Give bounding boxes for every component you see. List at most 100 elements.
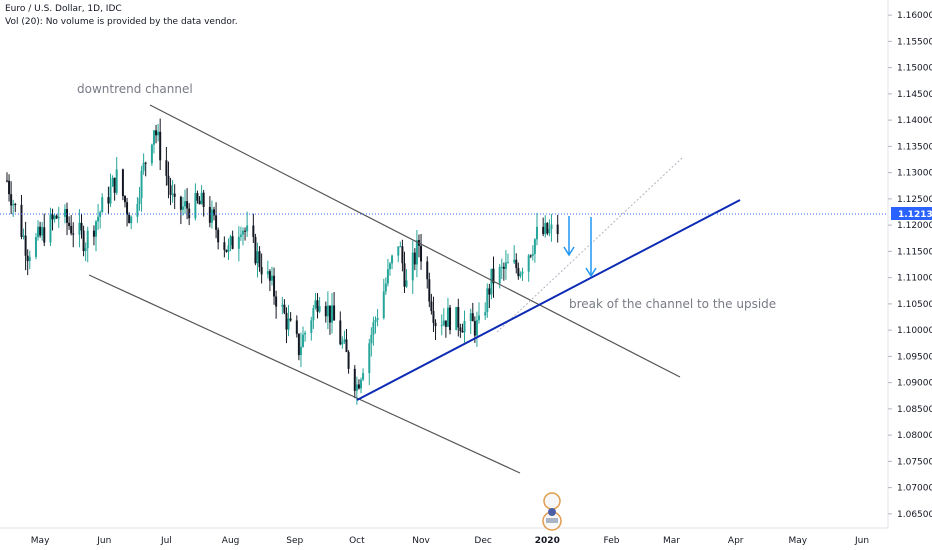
- candle-body: [26, 255, 29, 262]
- time-tick-label: Jun: [96, 536, 111, 546]
- candle-body: [169, 185, 172, 195]
- candle-body: [256, 251, 259, 264]
- candle-body: [5, 180, 8, 182]
- candle-body: [471, 313, 474, 322]
- candle-body: [285, 312, 288, 330]
- candle-body: [542, 226, 545, 235]
- candle-body: [22, 235, 25, 237]
- price-tick-label: 1.15000: [897, 64, 932, 74]
- candle-body: [556, 224, 559, 235]
- candle-body: [486, 288, 489, 313]
- candle-body: [184, 201, 187, 207]
- candle-body: [227, 245, 230, 252]
- candle-body: [210, 209, 213, 223]
- candle-body: [14, 204, 17, 206]
- candle-body: [548, 228, 551, 234]
- candle-body: [492, 268, 495, 284]
- time-tick-label: Aug: [222, 536, 240, 546]
- candle-body: [376, 318, 379, 320]
- candle-body: [502, 266, 505, 269]
- candle-body: [123, 196, 126, 203]
- candle-body: [202, 192, 205, 207]
- candle-body: [128, 214, 131, 224]
- candle-body: [39, 226, 42, 236]
- annotation-downtrend-channel[interactable]: downtrend channel: [77, 82, 193, 96]
- time-tick-label: Mar: [663, 536, 680, 546]
- candle-body: [475, 320, 478, 336]
- candle-body: [138, 198, 141, 205]
- price-tick-label: 1.13000: [897, 169, 932, 179]
- candle-body: [504, 262, 507, 269]
- candle-body: [150, 144, 153, 164]
- candle-body: [391, 255, 394, 264]
- candle-body: [420, 245, 423, 262]
- candle-body: [339, 320, 342, 345]
- price-tick-label: 1.09000: [897, 379, 932, 389]
- price-scale[interactable]: 1.16000 1.15500 1.15000 1.14500 1.14000 1.135…: [888, 11, 932, 520]
- candle-body: [229, 236, 232, 246]
- candle-body: [109, 186, 112, 204]
- candle-body: [95, 221, 98, 237]
- candle-body: [57, 216, 60, 219]
- candle-body: [37, 226, 40, 238]
- annotation-channel-break[interactable]: break of the channel to the upside: [569, 297, 776, 311]
- channel-upper-line[interactable]: [149, 104, 681, 378]
- price-tick-label: 1.08500: [897, 405, 932, 415]
- candle-body: [324, 306, 327, 317]
- candle-body: [529, 255, 532, 257]
- candle-body: [440, 324, 443, 327]
- price-tick-label: 1.11000: [897, 274, 932, 284]
- candle-body: [459, 327, 462, 331]
- candle-body: [225, 249, 228, 252]
- earnings-events-icon[interactable]: [542, 492, 562, 531]
- candle-body: [316, 300, 319, 312]
- candle-body: [428, 279, 431, 302]
- candle-body: [86, 230, 89, 249]
- candle-body: [397, 246, 400, 256]
- candle-body: [413, 252, 416, 265]
- candle-body: [442, 320, 445, 325]
- down-arrow-2[interactable]: [585, 217, 597, 278]
- candle-body: [384, 283, 387, 292]
- candle-body: [331, 305, 334, 323]
- down-arrow-1[interactable]: [563, 216, 575, 257]
- candle-body: [140, 170, 143, 199]
- candle-body: [314, 300, 317, 309]
- candle-body: [28, 256, 31, 262]
- candle-body: [101, 197, 104, 213]
- candle-body: [196, 193, 199, 201]
- candle-body: [8, 180, 11, 195]
- candle-body: [208, 206, 211, 223]
- candle-body: [237, 236, 240, 249]
- time-scale[interactable]: May Jun Jul Aug Sep Oct Nov Dec 2020 Feb Mar Apr May…: [31, 536, 869, 546]
- candle-body: [165, 160, 168, 176]
- candle-body: [444, 320, 447, 327]
- candle-body: [200, 192, 203, 205]
- candle-body: [432, 311, 435, 323]
- candle-body: [544, 223, 547, 235]
- price-tick-label: 1.16000: [897, 11, 932, 21]
- candle-body: [223, 242, 226, 250]
- candle-body: [289, 318, 292, 321]
- candle-body: [159, 131, 162, 161]
- candle-body: [97, 216, 100, 222]
- candle-body: [372, 322, 375, 335]
- candle-body: [51, 214, 54, 220]
- channel-lower-line[interactable]: [88, 274, 521, 474]
- candle-body: [533, 239, 536, 254]
- blue-support-trendline[interactable]: [356, 199, 741, 401]
- candle-body: [80, 222, 83, 231]
- candle-body: [171, 193, 174, 195]
- candle-body: [155, 130, 158, 136]
- candle-body: [310, 320, 313, 333]
- candle-body: [121, 169, 124, 197]
- candle-body: [12, 204, 15, 206]
- candle-body: [188, 208, 191, 219]
- candle-body: [463, 320, 466, 333]
- candle-body: [370, 334, 373, 344]
- candle-body: [260, 267, 263, 275]
- candle-body: [144, 162, 147, 164]
- price-tick-label: 1.13500: [897, 142, 932, 152]
- candle-body: [469, 313, 472, 321]
